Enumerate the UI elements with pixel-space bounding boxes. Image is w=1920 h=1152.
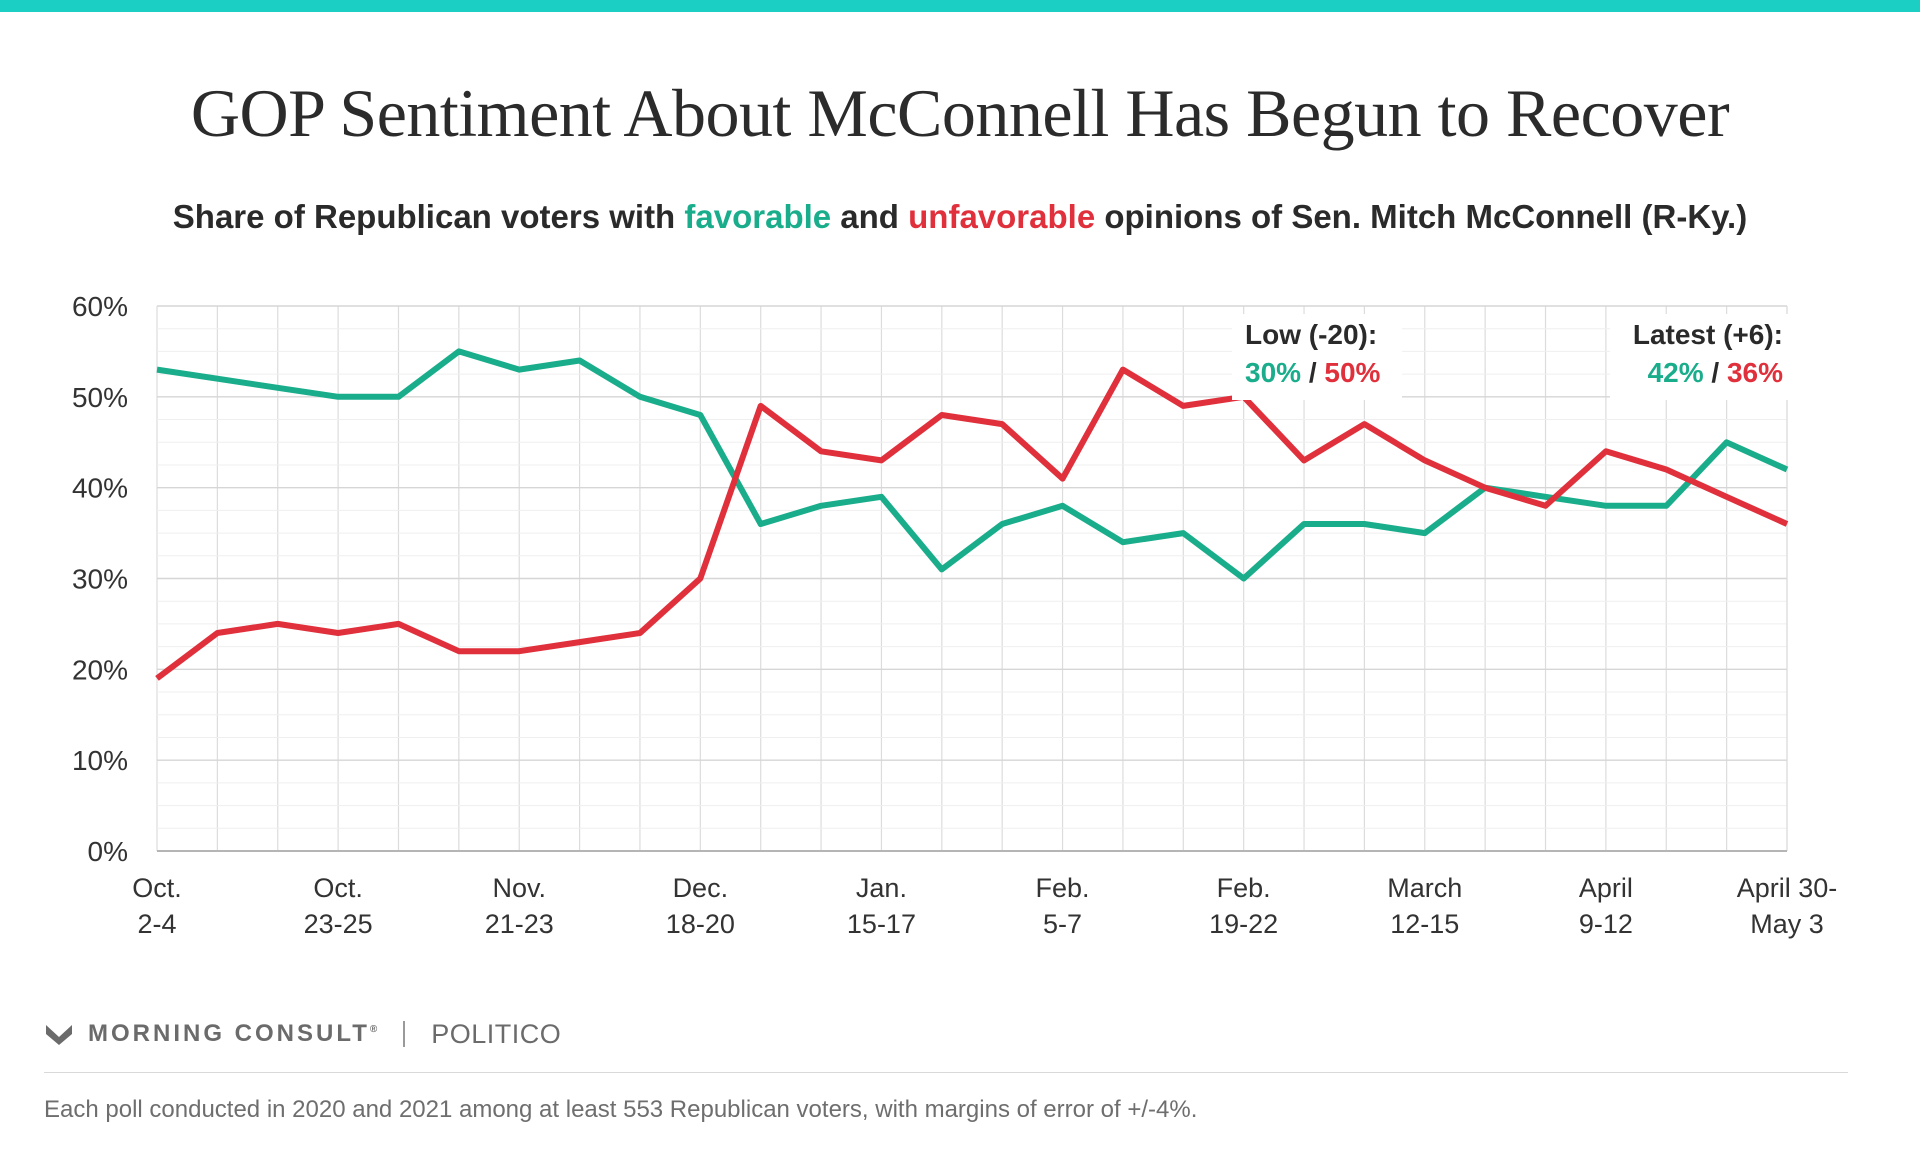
x-tick-label: Dec. 18-20: [666, 873, 735, 939]
subtitle-favorable: favorable: [684, 198, 832, 235]
annotation-title: Latest (+6):: [1633, 319, 1783, 350]
chart-subtitle: Share of Republican voters with favorabl…: [0, 198, 1920, 236]
y-tick-label: 20%: [72, 654, 128, 685]
subtitle-post: opinions of Sen. Mitch McConnell (R-Ky.): [1095, 198, 1748, 235]
y-tick-label: 30%: [72, 564, 128, 595]
politico-wordmark: POLITICO: [431, 1018, 562, 1049]
footer-divider: [44, 1072, 1848, 1073]
x-tick-label: Oct. 23-25: [304, 873, 373, 939]
y-tick-label: 60%: [72, 291, 128, 322]
x-tick-label: Feb. 19-22: [1209, 873, 1278, 939]
x-tick-label: Nov. 21-23: [485, 873, 554, 939]
x-tick-label: April 9-12: [1579, 873, 1633, 939]
series-line-favorable: [156, 348, 1789, 582]
morning-consult-wordmark: MORNING CONSULT®: [88, 1020, 378, 1047]
line-chart: 0% 10% 20% 30% 40% 50% 60% Oct. 2-4 Oct. 23-25 Nov.…: [72, 291, 1838, 939]
x-tick-label: Oct. 2-4: [132, 873, 182, 939]
x-tick-label: April 30-May 3: [1737, 873, 1838, 939]
x-tick-label: Feb. 5-7: [1036, 873, 1090, 939]
subtitle-unfavorable: unfavorable: [908, 198, 1096, 235]
footnote: Each poll conducted in 2020 and 2021 amo…: [44, 1096, 1198, 1123]
series-line-unfavorable: [155, 366, 1789, 681]
y-tick-label: 50%: [72, 382, 128, 413]
annotation-values: 30% / 50%: [1245, 357, 1381, 388]
x-tick-label: Jan. 15-17: [847, 873, 916, 939]
subtitle-mid: and: [831, 198, 909, 235]
brand-divider: [403, 1021, 406, 1047]
brand-row: MORNING CONSULT® POLITICO: [44, 1016, 561, 1052]
annotation-title: Low (-20):: [1245, 319, 1377, 350]
annotation-values: 42% / 36%: [1648, 357, 1784, 388]
x-tick-label: March 12-15: [1387, 873, 1462, 939]
annotation-background: [1232, 314, 1402, 400]
annotation-background: [1610, 314, 1788, 400]
top-accent-bar: [0, 0, 1920, 12]
morning-consult-logo-icon: [46, 1025, 72, 1045]
y-tick-label: 0%: [88, 836, 128, 867]
chart-title: GOP Sentiment About McConnell Has Begun …: [190, 75, 1730, 151]
y-tick-label: 40%: [72, 473, 128, 504]
y-tick-label: 10%: [72, 745, 128, 776]
subtitle-pre: Share of Republican voters with: [172, 198, 685, 235]
